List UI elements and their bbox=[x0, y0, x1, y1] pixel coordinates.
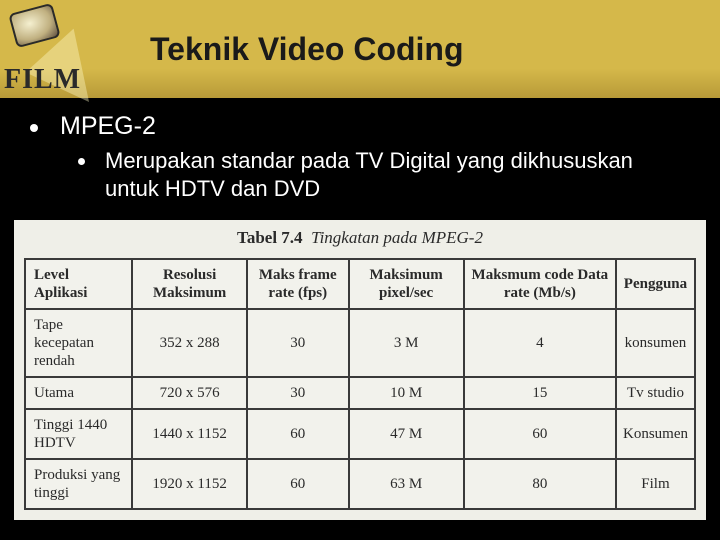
header-banner: FILM Teknik Video Coding bbox=[0, 0, 720, 98]
table-cell: Produksi yang tinggi bbox=[25, 459, 132, 509]
bullet-2-text: Merupakan standar pada TV Digital yang d… bbox=[105, 147, 690, 202]
table-cell: 352 x 288 bbox=[132, 309, 247, 377]
table-cell: 1920 x 1152 bbox=[132, 459, 247, 509]
table-cell: Tinggi 1440 HDTV bbox=[25, 409, 132, 459]
table-cell: 80 bbox=[464, 459, 616, 509]
table-cell: 60 bbox=[464, 409, 616, 459]
table-caption-label: Tabel 7.4 bbox=[237, 228, 303, 247]
table-cell: 47 M bbox=[349, 409, 464, 459]
table-header-cell: Resolusi Maksimum bbox=[132, 259, 247, 309]
table-header-cell: Maksimum pixel/sec bbox=[349, 259, 464, 309]
table-header-row: Level Aplikasi Resolusi Maksimum Maks fr… bbox=[25, 259, 695, 309]
table-row: Tape kecepatan rendah 352 x 288 30 3 M 4… bbox=[25, 309, 695, 377]
table-header-cell: Maksmum code Data rate (Mb/s) bbox=[464, 259, 616, 309]
table-caption: Tabel 7.4 Tingkatan pada MPEG-2 bbox=[24, 228, 696, 248]
table-row: Utama 720 x 576 30 10 M 15 Tv studio bbox=[25, 377, 695, 409]
table-cell: 30 bbox=[247, 309, 348, 377]
table-cell: 60 bbox=[247, 409, 348, 459]
mpeg2-table: Level Aplikasi Resolusi Maksimum Maks fr… bbox=[24, 258, 696, 510]
table-cell: 3 M bbox=[349, 309, 464, 377]
table-cell: Konsumen bbox=[616, 409, 695, 459]
table-cell: 15 bbox=[464, 377, 616, 409]
bullet-dot-icon bbox=[78, 158, 85, 165]
logo-text: FILM bbox=[4, 64, 81, 96]
table-container: Tabel 7.4 Tingkatan pada MPEG-2 Level Ap… bbox=[14, 220, 706, 520]
bullet-1-text: MPEG-2 bbox=[60, 112, 156, 141]
table-header-cell: Pengguna bbox=[616, 259, 695, 309]
table-cell: Film bbox=[616, 459, 695, 509]
slide-title: Teknik Video Coding bbox=[150, 31, 464, 68]
table-row: Produksi yang tinggi 1920 x 1152 60 63 M… bbox=[25, 459, 695, 509]
logo-area: FILM bbox=[0, 0, 115, 98]
table-cell: 60 bbox=[247, 459, 348, 509]
table-cell: 4 bbox=[464, 309, 616, 377]
table-header-cell: Maks frame rate (fps) bbox=[247, 259, 348, 309]
table-row: Tinggi 1440 HDTV 1440 x 1152 60 47 M 60 … bbox=[25, 409, 695, 459]
table-cell: Utama bbox=[25, 377, 132, 409]
content-area: MPEG-2 Merupakan standar pada TV Digital… bbox=[0, 98, 720, 212]
table-cell: Tape kecepatan rendah bbox=[25, 309, 132, 377]
table-cell: 30 bbox=[247, 377, 348, 409]
table-caption-text: Tingkatan pada MPEG-2 bbox=[311, 228, 483, 247]
bullet-level-1: MPEG-2 bbox=[30, 112, 690, 141]
table-cell: 720 x 576 bbox=[132, 377, 247, 409]
table-cell: konsumen bbox=[616, 309, 695, 377]
table-cell: 10 M bbox=[349, 377, 464, 409]
bullet-level-2: Merupakan standar pada TV Digital yang d… bbox=[78, 147, 690, 202]
table-header-cell: Level Aplikasi bbox=[25, 259, 132, 309]
table-cell: 63 M bbox=[349, 459, 464, 509]
table-cell: Tv studio bbox=[616, 377, 695, 409]
table-cell: 1440 x 1152 bbox=[132, 409, 247, 459]
bullet-dot-icon bbox=[30, 124, 38, 132]
